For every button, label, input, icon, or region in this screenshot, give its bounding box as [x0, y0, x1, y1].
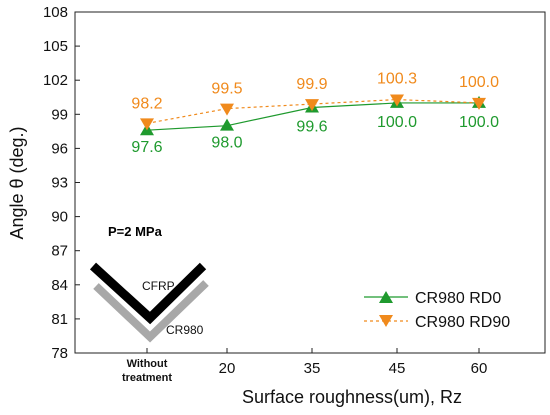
cfrp-label: CFRP	[142, 279, 175, 293]
x-axis-title: Surface roughness(um), Rz	[242, 387, 462, 407]
y-tick-label: 99	[51, 106, 68, 123]
pressure-annotation: P=2 MPa	[108, 224, 163, 239]
legend-marker-rd0	[379, 291, 393, 303]
data-labels: 97.6 98.0 99.6 100.0 100.0 98.2 99.5 99.9 100.3 1…	[131, 71, 499, 157]
x-tick-label: Without treatment	[122, 358, 172, 384]
data-point-marker	[220, 118, 234, 131]
x-tick-label: 20	[219, 360, 236, 377]
x-tick-label: 35	[304, 360, 321, 377]
data-point-marker	[390, 94, 404, 107]
y-tick-label: 93	[51, 175, 68, 192]
y-axis-title: Angle θ (deg.)	[7, 126, 27, 239]
y-tick-label: 96	[51, 140, 68, 157]
data-point-marker	[305, 99, 319, 112]
legend-marker-rd90	[379, 315, 393, 327]
x-tick-label: 60	[471, 360, 488, 377]
data-label: 100.0	[459, 114, 499, 131]
series-layer	[140, 94, 486, 136]
data-point-marker	[140, 118, 154, 131]
y-tick-label: 78	[51, 345, 68, 362]
y-tick-label: 84	[51, 277, 68, 294]
legend-label-rd90: CR980 RD90	[415, 314, 510, 331]
legend: CR980 RD0 CR980 RD90	[364, 290, 510, 331]
cr980-label: CR980	[166, 323, 204, 337]
data-point-marker	[472, 97, 486, 110]
data-label: 99.5	[211, 81, 242, 98]
y-tick-label: 105	[43, 38, 68, 55]
y-tick-label: 87	[51, 243, 68, 260]
legend-label-rd0: CR980 RD0	[415, 290, 501, 307]
data-label: 98.2	[131, 95, 162, 112]
y-tick-label: 102	[43, 72, 68, 89]
y-tick-label: 108	[43, 4, 68, 21]
joint-schematic-icon	[89, 262, 209, 343]
data-label: 100.0	[377, 114, 417, 131]
data-label: 100.0	[459, 74, 499, 91]
data-label: 100.3	[377, 71, 417, 88]
data-label: 97.6	[131, 139, 162, 156]
y-tick-label: 90	[51, 209, 68, 226]
data-label: 99.6	[296, 118, 327, 135]
series-line-rd90	[146, 98, 480, 124]
data-label: 98.0	[211, 135, 242, 152]
data-label: 99.9	[296, 76, 327, 93]
x-tick-label: 45	[389, 360, 406, 377]
axes: 78 81 84 87 90 93 96 99 102 105 108 Without treatmen…	[43, 4, 546, 384]
y-tick-label: 81	[51, 311, 68, 328]
data-point-marker	[220, 103, 234, 116]
